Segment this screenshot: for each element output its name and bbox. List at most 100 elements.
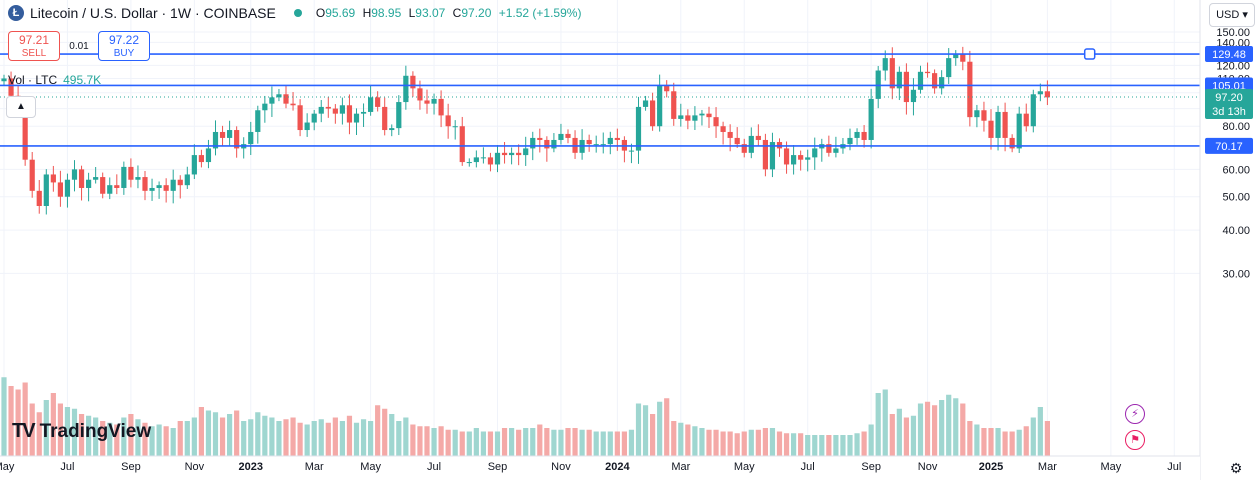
volume-bar [255, 412, 261, 456]
candle [431, 98, 437, 104]
volume-bar [840, 435, 846, 456]
candle [685, 115, 691, 121]
symbol-title[interactable]: Litecoin / U.S. Dollar · 1W · COINBASE [30, 5, 276, 21]
time-axis-bg [0, 456, 1200, 480]
candle [304, 122, 310, 131]
candle [501, 152, 508, 156]
x-tick-label: Mar [305, 461, 324, 473]
volume-bar [628, 429, 635, 456]
candle [791, 155, 797, 165]
volume-bar [114, 424, 120, 456]
volume-bar [417, 426, 423, 456]
volume-bar [699, 428, 705, 456]
y-tick-label: 150.00 [1216, 27, 1250, 39]
candle [149, 187, 155, 191]
candle [248, 131, 254, 145]
candle [706, 113, 712, 118]
volume-bar [466, 431, 472, 456]
volume-bar [783, 433, 790, 456]
us-flag-icon[interactable]: ⚑ [1125, 430, 1145, 450]
candle [452, 126, 458, 128]
candle [212, 131, 219, 149]
currency-selector[interactable]: USD ▾ [1209, 3, 1255, 27]
volume-bar [93, 417, 99, 456]
volume-bar [480, 431, 486, 456]
volume-bar [826, 435, 832, 456]
volume-bar [924, 401, 931, 456]
candle [805, 157, 811, 160]
open-value: 95.69 [325, 6, 356, 20]
y-tick-label: 120.00 [1216, 60, 1250, 72]
volume-bar [889, 414, 895, 456]
candle [121, 166, 127, 188]
x-tick-label: Mar [671, 461, 690, 473]
volume-bar [910, 415, 917, 456]
volume-bar [1009, 431, 1015, 456]
volume-bar [579, 429, 585, 456]
candle [861, 131, 867, 140]
candle [981, 110, 987, 121]
x-tick-label: Nov [185, 461, 205, 473]
x-tick-label: Nov [918, 461, 938, 473]
y-tick-label: 50.00 [1222, 192, 1250, 204]
volume-bar [734, 433, 740, 456]
volume-bar [198, 407, 204, 456]
volume-bar [332, 417, 338, 456]
volume-bar [325, 422, 331, 456]
volume-value: 495.7K [63, 73, 102, 87]
volume-bar [86, 415, 92, 456]
volume-bar [128, 414, 134, 456]
candle [868, 98, 874, 140]
volume-bar [769, 428, 776, 456]
candle [960, 54, 966, 62]
volume-bar [642, 405, 649, 456]
candle [932, 73, 938, 89]
volume-bar [896, 408, 902, 456]
candle [664, 85, 670, 92]
candle [713, 117, 719, 127]
candle [389, 128, 395, 131]
market-status-icon[interactable] [293, 9, 302, 17]
candle [64, 179, 71, 197]
candle [769, 142, 776, 170]
candle [910, 89, 917, 103]
candle [332, 108, 338, 114]
candle [86, 179, 92, 188]
lightning-icon[interactable]: ⚡ [1125, 404, 1145, 424]
volume-bar [375, 405, 381, 456]
volume-bar [903, 417, 909, 456]
volume-bar [882, 389, 888, 456]
volume-bar [812, 435, 818, 456]
y-tick-label: 60.00 [1222, 164, 1250, 176]
candle [50, 174, 56, 183]
settings-gear-icon[interactable]: ⚙ [1229, 460, 1243, 476]
tradingview-mark-icon: TV [12, 420, 36, 442]
line-handle[interactable] [1083, 48, 1096, 60]
buy-button[interactable]: 97.22 BUY [98, 31, 150, 61]
volume-bar [685, 424, 691, 456]
change-value: +1.52 (+1.59%) [498, 6, 582, 20]
candle [882, 58, 888, 71]
collapse-legend-button[interactable]: ▲ [6, 96, 36, 118]
sell-button[interactable]: 97.21 SELL [8, 31, 60, 61]
candle [565, 133, 571, 138]
volume-bar [664, 398, 670, 456]
volume-bar [177, 421, 183, 456]
candle [170, 179, 176, 191]
spread-value: 0.01 [69, 40, 89, 52]
candle [642, 100, 649, 107]
volume-bar [234, 410, 240, 456]
candle [290, 103, 296, 106]
candle [417, 88, 423, 101]
litecoin-logo-icon: Ł [8, 5, 24, 21]
candle [480, 157, 486, 159]
volume-bar [297, 422, 303, 456]
x-tick-label: 2023 [239, 461, 263, 473]
candle [262, 103, 268, 111]
volume-bar [776, 431, 783, 456]
x-tick-label: Jul [427, 461, 441, 473]
candle [995, 111, 1001, 138]
candle [382, 106, 388, 131]
volume-bar [424, 426, 430, 456]
